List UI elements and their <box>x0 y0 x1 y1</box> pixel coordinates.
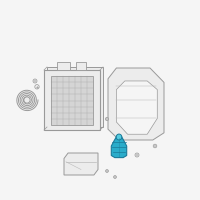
Polygon shape <box>108 68 164 140</box>
Circle shape <box>106 170 108 172</box>
Ellipse shape <box>116 134 122 140</box>
Polygon shape <box>116 81 157 134</box>
Circle shape <box>35 85 39 89</box>
FancyBboxPatch shape <box>57 62 70 70</box>
FancyBboxPatch shape <box>44 70 100 130</box>
FancyBboxPatch shape <box>47 67 103 127</box>
Circle shape <box>114 176 116 178</box>
Circle shape <box>105 117 109 121</box>
Polygon shape <box>111 137 127 158</box>
Polygon shape <box>64 153 98 175</box>
Circle shape <box>135 153 139 157</box>
Circle shape <box>153 144 157 148</box>
Circle shape <box>33 79 37 83</box>
FancyBboxPatch shape <box>51 76 93 125</box>
FancyBboxPatch shape <box>76 62 86 70</box>
Circle shape <box>24 97 30 103</box>
